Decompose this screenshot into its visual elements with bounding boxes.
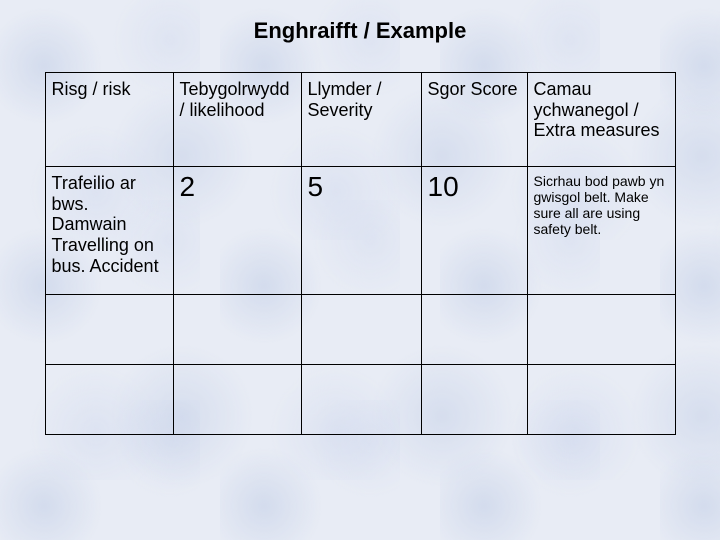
- cell-measures: [527, 365, 675, 435]
- cell-measures: [527, 295, 675, 365]
- col-header-score: Sgor Score: [421, 73, 527, 167]
- cell-score: 10: [421, 167, 527, 295]
- table-row: Trafeilio ar bws. Damwain Travelling on …: [45, 167, 675, 295]
- cell-likelihood: [173, 365, 301, 435]
- cell-risk: Trafeilio ar bws. Damwain Travelling on …: [45, 167, 173, 295]
- cell-risk: [45, 295, 173, 365]
- cell-likelihood: 2: [173, 167, 301, 295]
- table-row: [45, 295, 675, 365]
- cell-severity: [301, 365, 421, 435]
- page-title: Enghraifft / Example: [0, 18, 720, 44]
- col-header-likelihood: Tebygolrwydd / likelihood: [173, 73, 301, 167]
- cell-severity: 5: [301, 167, 421, 295]
- page: Enghraifft / Example Risg / risk Tebygol…: [0, 0, 720, 540]
- table-row: [45, 365, 675, 435]
- cell-likelihood: [173, 295, 301, 365]
- cell-risk: [45, 365, 173, 435]
- col-header-measures: Camau ychwanegol / Extra measures: [527, 73, 675, 167]
- header-row: Risg / risk Tebygolrwydd / likelihood Ll…: [45, 73, 675, 167]
- col-header-risk: Risg / risk: [45, 73, 173, 167]
- risk-table: Risg / risk Tebygolrwydd / likelihood Ll…: [45, 72, 676, 435]
- cell-measures: Sicrhau bod pawb yn gwisgol belt. Make s…: [527, 167, 675, 295]
- cell-score: [421, 295, 527, 365]
- col-header-severity: Llymder / Severity: [301, 73, 421, 167]
- cell-severity: [301, 295, 421, 365]
- cell-score: [421, 365, 527, 435]
